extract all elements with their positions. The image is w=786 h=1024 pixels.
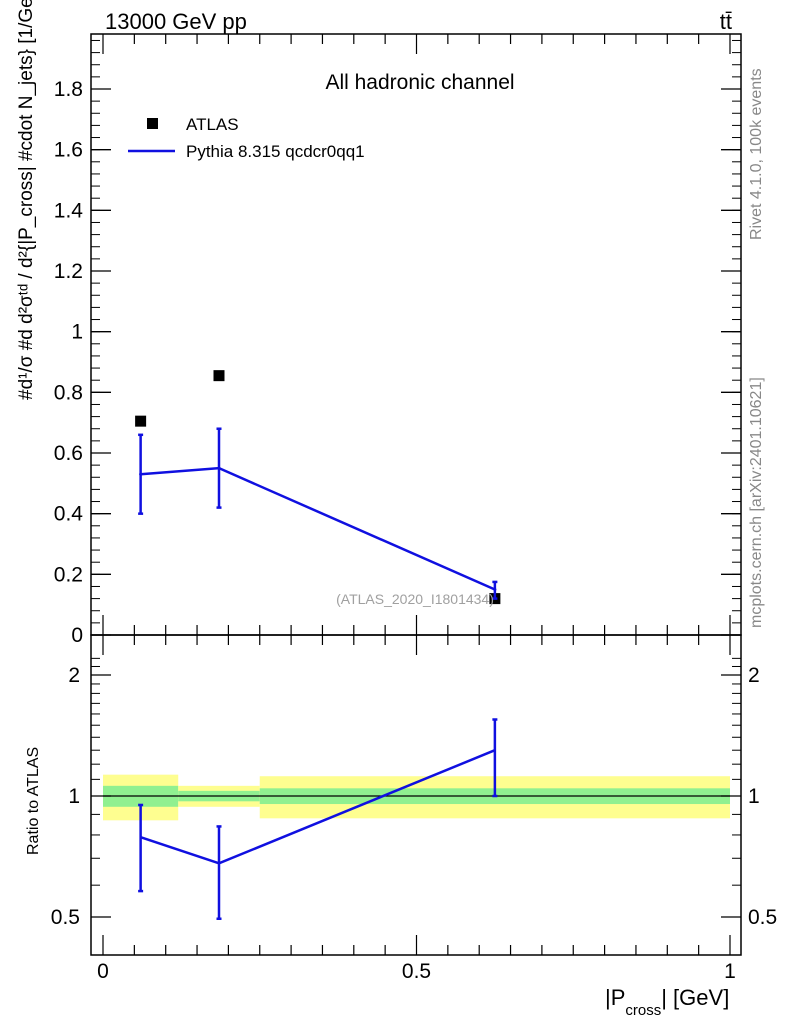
ratio-ytick-label-right: 0.5 <box>748 906 777 929</box>
watermark: (ATLAS_2020_I1801434) <box>336 591 494 607</box>
pythia-point <box>139 472 143 476</box>
process-label: tt̄ <box>720 9 732 34</box>
xlabel-main: |Pcross| [GeV] <box>605 985 729 1019</box>
ratio-xtick-label: 1 <box>724 960 736 983</box>
main-ytick-label: 0.6 <box>54 442 83 465</box>
pythia-point <box>217 466 221 470</box>
ratio-ytick-label-left: 2 <box>68 664 80 687</box>
xlabel-sub: cross <box>625 1002 661 1019</box>
ratio-ytick-label-left: 0.5 <box>51 906 80 929</box>
main-ytick-label: 1.6 <box>54 139 83 162</box>
ratio-xtick-label: 0.5 <box>402 960 431 983</box>
ratio-ylabel: Ratio to ATLAS <box>25 747 42 855</box>
xlabel-unit: | [GeV] <box>661 985 729 1010</box>
source-label: mcplots.cern.ch [arXiv:2401.10621] <box>748 377 765 628</box>
main-panel: 0 0.2 0.4 0.6 0.8 1 1.2 1.4 1.6 1.8 All hadronic … <box>16 0 742 647</box>
legend-pythia-label: Pythia 8.315 qcdcr0qq1 <box>186 142 365 161</box>
legend-atlas-label: ATLAS <box>186 115 239 134</box>
ratio-ytick-label-left: 1 <box>68 785 80 808</box>
ratio-panel: 0.5 0.5 1 1 2 2 0 0.5 1 Ratio to ATLAS |Pcross| … <box>25 634 777 1019</box>
atlas-data-point <box>213 370 225 382</box>
rivet-label: Rivet 4.1.0, 100k events <box>748 68 765 240</box>
main-ytick-label: 1.8 <box>54 78 83 101</box>
pythia-point <box>493 588 497 591</box>
main-ytick-label: 0.4 <box>54 503 84 526</box>
main-ytick-label: 1.4 <box>54 199 84 222</box>
main-ylabel: #d¹/σ #d d²σᵗᵈ / d²{|P_cross| #cdot N_je… <box>16 0 37 400</box>
main-title: All hadronic channel <box>325 71 514 94</box>
ratio-xtick-label: 0 <box>97 960 109 983</box>
main-ytick-label: 0.8 <box>54 381 83 404</box>
atlas-data-point <box>135 415 147 427</box>
energy-label: 13000 GeV pp <box>105 9 247 34</box>
legend-atlas-marker <box>147 118 158 129</box>
main-ytick-label: 0 <box>71 624 83 647</box>
main-ytick-label: 0.2 <box>54 563 83 586</box>
pythia-line <box>140 466 496 591</box>
main-ytick-label: 1 <box>71 321 83 344</box>
main-ylabel-text: #d¹/σ #d d²σᵗᵈ / d²{|P_cross| #cdot N_je… <box>16 0 37 400</box>
ratio-ytick-label-right: 1 <box>748 785 760 808</box>
ratio-ytick-label-right: 2 <box>748 664 760 687</box>
ratio-frame <box>90 634 742 956</box>
xlabel-prefix: |P <box>605 985 625 1010</box>
main-ytick-label: 1.2 <box>54 260 83 283</box>
